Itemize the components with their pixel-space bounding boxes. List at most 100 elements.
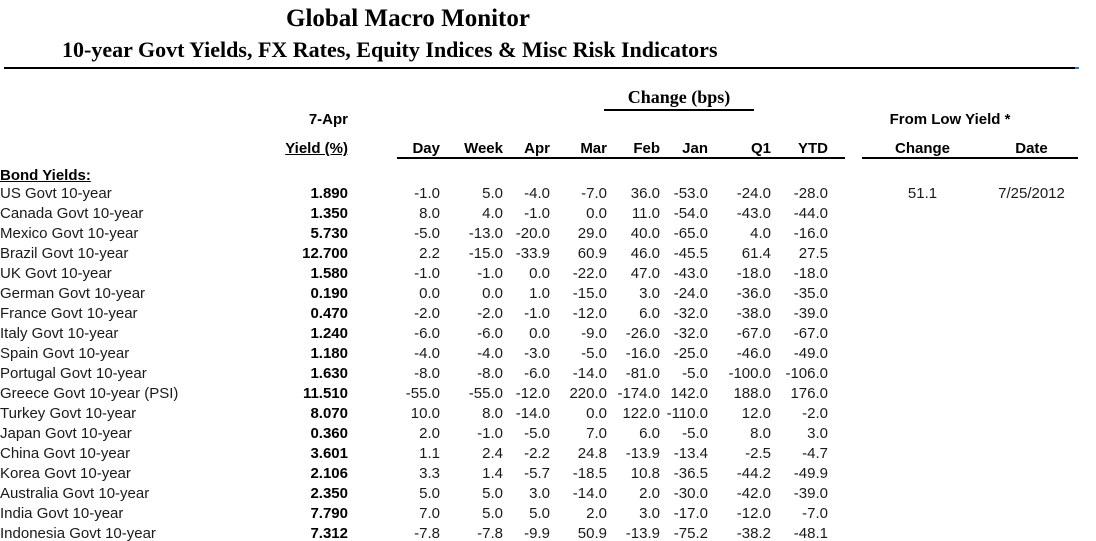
change-value: -55.0 [405,385,440,402]
table-row: France Govt 10-year 0.470 -2.0 -2.0 -1.0 -12.… [0,304,1078,324]
change-value: -32.0 [673,305,708,322]
row-label: Korea Govt 10-year [0,465,131,482]
yield-value: 3.601 [310,445,348,462]
from-low-change-value [860,484,985,504]
change-value: 4.0 [482,205,503,222]
from-low-date-value [985,464,1078,484]
change-value: -4.0 [477,345,503,362]
yield-value: 0.470 [310,305,348,322]
change-value: -43.0 [736,205,771,222]
change-value: -5.0 [524,425,550,442]
change-value: -38.0 [736,305,771,322]
header-divider [4,67,1075,69]
change-value: 1.4 [482,465,503,482]
spacer-cell [828,284,860,304]
row-label: UK Govt 10-year [0,265,112,282]
spacer-cell [828,264,860,284]
change-value: -1.0 [414,185,440,202]
change-value: 47.0 [630,265,660,282]
change-value: -9.9 [524,525,550,541]
change-value: 5.0 [419,485,440,502]
change-value: -36.5 [673,465,708,482]
change-value: -12.0 [572,305,607,322]
change-value: 5.0 [529,505,550,522]
change-value: -55.0 [468,385,503,402]
from-low-date-value [985,284,1078,304]
col-header-from-low-change: Change [894,140,950,157]
change-value: -7.0 [802,505,828,522]
spacer-cell [828,484,860,504]
change-value: -14.0 [572,485,607,502]
change-value: 2.0 [586,505,607,522]
row-label: Australia Govt 10-year [0,485,150,502]
col-header-ytd: YTD [798,140,828,157]
change-value: 3.0 [529,485,550,502]
change-value: -2.5 [745,445,771,462]
yield-value: 8.070 [310,405,348,422]
change-value: -53.0 [673,185,708,202]
change-value: 61.4 [741,245,771,262]
change-value: -81.0 [625,365,660,382]
change-value: 7.0 [586,425,607,442]
spacer-cell [828,304,860,324]
change-value: 10.0 [410,405,440,422]
change-value: 2.0 [639,485,660,502]
change-value: 122.0 [622,405,660,422]
table-body: Bond Yields: US Govt 10-year 1.890 -1.0 5.0 -… [0,161,1078,541]
yield-value: 0.190 [310,285,348,302]
change-value: -1.0 [524,205,550,222]
yield-value: 2.106 [310,465,348,482]
from-low-change-value [860,404,985,424]
change-value: -43.0 [673,265,708,282]
change-value: -12.0 [736,505,771,522]
table-row: Spain Govt 10-year 1.180 -4.0 -4.0 -3.0 -5.0 -… [0,344,1078,364]
from-low-date-value [985,444,1078,464]
table-row: US Govt 10-year 1.890 -1.0 5.0 -4.0 -7.0 36.0-… [0,184,1078,204]
change-value: 24.8 [577,445,607,462]
change-columns-underline [397,157,845,159]
table-row: Canada Govt 10-year 1.350 8.0 4.0 -1.0 0.0 11.… [0,204,1078,224]
change-value: -18.0 [736,265,771,282]
row-label: Italy Govt 10-year [0,325,119,342]
change-value: -28.0 [793,185,828,202]
change-value: -2.0 [802,405,828,422]
change-value: -6.0 [477,325,503,342]
change-value: -65.0 [673,225,708,242]
from-low-columns-underline [862,157,1078,159]
from-low-date-value [985,264,1078,284]
change-value: -7.0 [581,185,607,202]
from-low-change-value [860,504,985,524]
from-low-change-value [860,224,985,244]
change-value: -6.0 [414,325,440,342]
change-value: -18.0 [793,265,828,282]
from-low-change-value [860,304,985,324]
yield-value: 0.360 [310,425,348,442]
change-value: -16.0 [625,345,660,362]
change-value: -39.0 [793,485,828,502]
yield-value: 7.312 [310,525,348,541]
from-low-change-value [860,264,985,284]
change-value: 6.0 [639,425,660,442]
change-value: -18.5 [572,465,607,482]
yield-date-header: 7-Apr [308,111,348,128]
change-value: -35.0 [793,285,828,302]
change-value: 188.0 [733,385,771,402]
change-value: -67.0 [793,325,828,342]
change-value: 0.0 [529,325,550,342]
col-header-mar: Mar [580,140,607,157]
change-value: -4.0 [414,345,440,362]
row-label: Canada Govt 10-year [0,205,144,222]
change-value: -2.0 [477,305,503,322]
change-value: 50.9 [577,525,607,541]
change-value: 2.2 [419,245,440,262]
change-value: 46.0 [630,245,660,262]
change-value: -49.9 [793,465,828,482]
change-value: -2.0 [414,305,440,322]
change-value: 12.0 [741,405,771,422]
yield-value: 1.180 [310,345,348,362]
change-value: -174.0 [617,385,660,402]
change-value: -30.0 [673,485,708,502]
row-label: Portugal Govt 10-year [0,365,147,382]
spacer-cell [828,504,860,524]
